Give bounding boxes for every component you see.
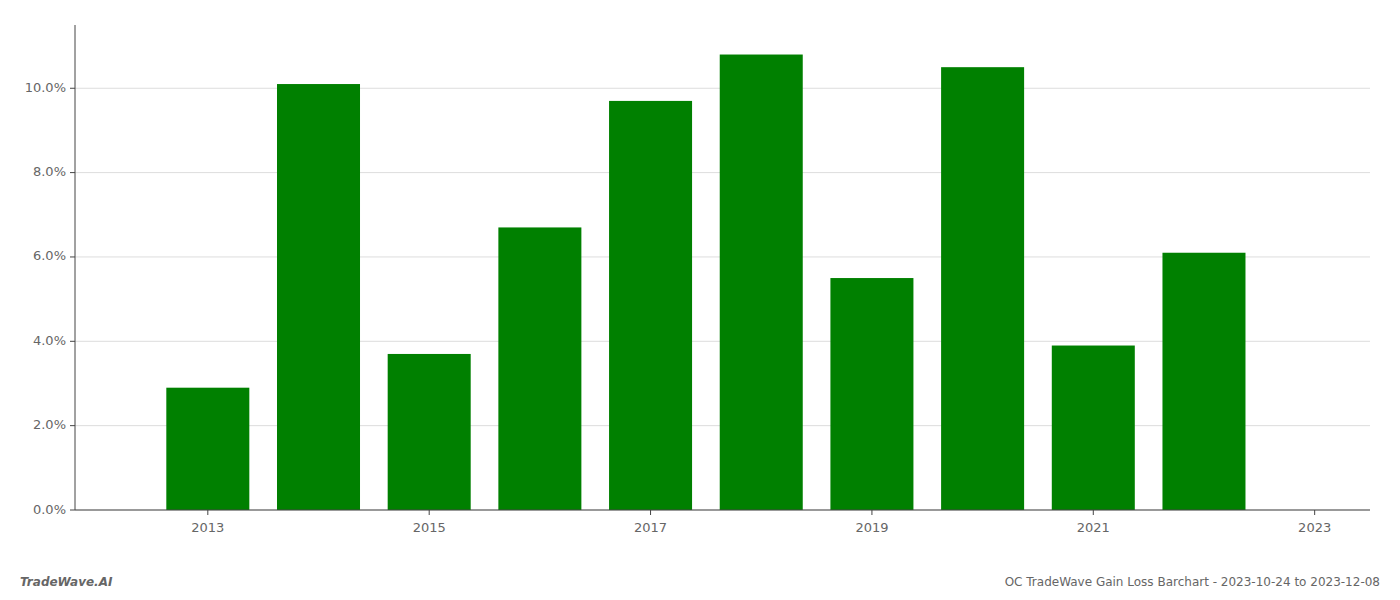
chart-svg: 0.0%2.0%4.0%6.0%8.0%10.0%201320152017201… bbox=[0, 0, 1400, 600]
y-tick-label: 2.0% bbox=[33, 417, 66, 432]
y-tick bbox=[70, 256, 75, 257]
grid-line bbox=[75, 510, 1370, 511]
x-tick-label: 2019 bbox=[855, 520, 888, 535]
y-tick bbox=[70, 510, 75, 511]
x-tick bbox=[871, 510, 872, 515]
y-tick bbox=[70, 425, 75, 426]
footer-left: TradeWave.AI bbox=[20, 575, 113, 589]
footer-right: OC TradeWave Gain Loss Barchart - 2023-1… bbox=[1005, 575, 1380, 589]
x-tick bbox=[207, 510, 208, 515]
bar bbox=[1052, 346, 1135, 510]
x-axis-line bbox=[75, 510, 1370, 511]
x-tick-label: 2017 bbox=[634, 520, 667, 535]
y-axis-line bbox=[75, 25, 76, 510]
bars bbox=[166, 55, 1245, 510]
x-tick bbox=[1314, 510, 1315, 515]
y-tick bbox=[70, 88, 75, 89]
bar bbox=[609, 101, 692, 510]
y-tick-label: 6.0% bbox=[33, 248, 66, 263]
bar bbox=[498, 227, 581, 510]
x-tick bbox=[650, 510, 651, 515]
y-tick-label: 4.0% bbox=[33, 333, 66, 348]
x-tick-label: 2021 bbox=[1077, 520, 1110, 535]
chart-container: 0.0%2.0%4.0%6.0%8.0%10.0%201320152017201… bbox=[0, 0, 1400, 600]
bar bbox=[1162, 253, 1245, 510]
y-tick-label: 8.0% bbox=[33, 164, 66, 179]
x-tick-label: 2013 bbox=[191, 520, 224, 535]
y-tick-label: 0.0% bbox=[33, 502, 66, 517]
bar bbox=[166, 388, 249, 510]
bar bbox=[720, 55, 803, 510]
y-tick bbox=[70, 341, 75, 342]
bar bbox=[388, 354, 471, 510]
x-axis: 2013 2015 2017 2019 2021 2023 bbox=[75, 510, 1370, 535]
bar bbox=[830, 278, 913, 510]
x-tick-label: 2015 bbox=[413, 520, 446, 535]
bar bbox=[277, 84, 360, 510]
footer: TradeWave.AI OC TradeWave Gain Loss Barch… bbox=[20, 575, 1380, 589]
bar bbox=[941, 67, 1024, 510]
x-tick-label: 2023 bbox=[1298, 520, 1331, 535]
y-tick-label: 10.0% bbox=[25, 80, 66, 95]
x-tick bbox=[429, 510, 430, 515]
y-axis: 0.0% 2.0% 4.0% 6.0% 8.0% 10.0% bbox=[25, 25, 75, 517]
x-tick bbox=[1093, 510, 1094, 515]
y-tick bbox=[70, 172, 75, 173]
